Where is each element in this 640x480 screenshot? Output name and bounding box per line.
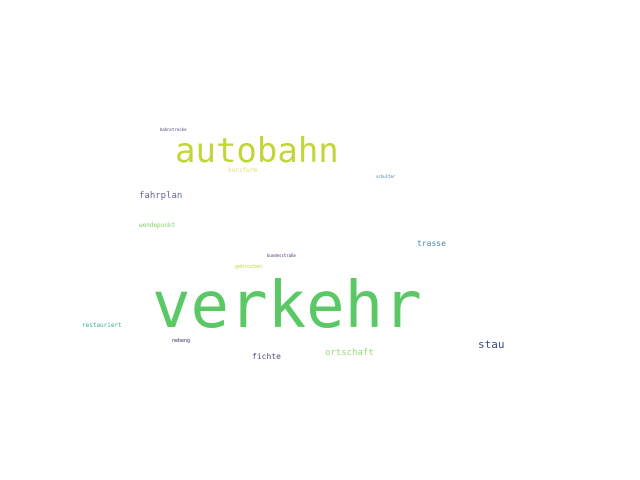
word-kurzform: kurzform: [228, 167, 257, 174]
word-trasse: trasse: [417, 239, 446, 248]
word-bahnstrecke: bahnstrecke: [160, 127, 187, 132]
word-schulter: schulter: [376, 174, 396, 179]
word-ortschaft: ortschaft: [325, 348, 374, 358]
word-verkehr: verkehr: [152, 269, 422, 343]
word-nebeng: nebeng: [172, 338, 191, 344]
word-fahrplan: fahrplan: [139, 191, 183, 201]
word-wendepunkt: wendepunkt: [139, 222, 176, 229]
word-fichte: fichte: [252, 352, 281, 361]
word-stau: stau: [478, 338, 505, 351]
word-autobahn: autobahn: [175, 131, 339, 171]
word-bundesstrasse: bundesstraße: [267, 253, 296, 258]
word-restauriert: restauriert: [82, 322, 122, 329]
word-gebrochen: gebrochen: [235, 264, 263, 270]
